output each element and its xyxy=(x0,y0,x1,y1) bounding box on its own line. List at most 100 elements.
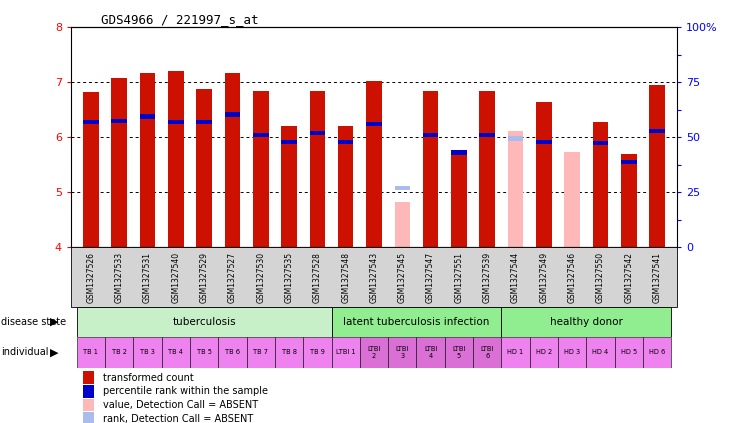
Bar xyxy=(218,337,247,368)
Text: TB 8: TB 8 xyxy=(281,349,296,355)
Bar xyxy=(83,371,94,384)
Text: HD 1: HD 1 xyxy=(507,349,524,355)
Text: rank, Detection Call = ABSENT: rank, Detection Call = ABSENT xyxy=(103,414,254,423)
Text: GSM1327528: GSM1327528 xyxy=(313,252,322,302)
Bar xyxy=(83,399,94,411)
Text: GDS4966 / 221997_s_at: GDS4966 / 221997_s_at xyxy=(102,14,259,26)
Bar xyxy=(281,126,297,247)
Text: TB 4: TB 4 xyxy=(168,349,183,355)
Text: GSM1327544: GSM1327544 xyxy=(511,252,520,302)
Text: HD 6: HD 6 xyxy=(649,349,665,355)
Bar xyxy=(586,337,615,368)
Bar xyxy=(367,81,381,247)
Bar xyxy=(615,337,643,368)
Text: ▶: ▶ xyxy=(50,317,59,327)
Bar xyxy=(367,121,381,126)
Bar xyxy=(388,337,417,368)
Bar xyxy=(417,337,445,368)
Bar xyxy=(83,412,94,423)
Bar xyxy=(140,73,156,247)
Bar xyxy=(303,337,331,368)
Bar xyxy=(111,78,127,247)
Text: GSM1327527: GSM1327527 xyxy=(228,252,237,302)
Text: HD 5: HD 5 xyxy=(621,349,637,355)
Text: GSM1327530: GSM1327530 xyxy=(257,252,266,302)
Bar xyxy=(423,91,438,247)
Bar xyxy=(621,160,637,165)
Bar xyxy=(479,91,495,247)
Text: GSM1327551: GSM1327551 xyxy=(455,252,464,302)
Bar xyxy=(105,337,133,368)
Bar xyxy=(310,91,325,247)
Text: GSM1327541: GSM1327541 xyxy=(652,252,662,302)
Bar xyxy=(83,92,99,247)
Text: TB 3: TB 3 xyxy=(140,349,155,355)
Bar xyxy=(83,120,99,124)
Text: LTBI
3: LTBI 3 xyxy=(396,346,409,359)
Text: tuberculosis: tuberculosis xyxy=(172,317,236,327)
Text: LTBI 1: LTBI 1 xyxy=(336,349,355,355)
Bar xyxy=(451,150,467,247)
Bar xyxy=(451,150,467,154)
Bar xyxy=(479,132,495,137)
Text: GSM1327548: GSM1327548 xyxy=(341,252,350,302)
Text: GSM1327529: GSM1327529 xyxy=(200,252,209,302)
Bar xyxy=(224,73,240,247)
Text: HD 4: HD 4 xyxy=(592,349,609,355)
Text: LTBI
2: LTBI 2 xyxy=(367,346,381,359)
Text: HD 3: HD 3 xyxy=(564,349,580,355)
Text: GSM1327539: GSM1327539 xyxy=(482,252,491,302)
Bar xyxy=(310,131,325,135)
Bar xyxy=(338,140,354,144)
Bar xyxy=(621,154,637,247)
Bar xyxy=(592,122,608,247)
Text: TB 5: TB 5 xyxy=(197,349,212,355)
Text: GSM1327526: GSM1327526 xyxy=(86,252,96,302)
Text: GSM1327533: GSM1327533 xyxy=(114,252,123,302)
Text: GSM1327549: GSM1327549 xyxy=(539,252,548,302)
Bar xyxy=(162,337,190,368)
Text: HD 2: HD 2 xyxy=(536,349,552,355)
Text: transformed count: transformed count xyxy=(103,373,194,382)
Text: LTBI
5: LTBI 5 xyxy=(453,346,465,359)
Text: TB 9: TB 9 xyxy=(310,349,325,355)
Text: GSM1327547: GSM1327547 xyxy=(426,252,435,302)
Bar xyxy=(394,202,410,247)
Text: GSM1327543: GSM1327543 xyxy=(370,252,378,302)
Bar xyxy=(133,337,162,368)
Bar xyxy=(536,140,552,144)
Bar xyxy=(111,119,127,123)
Bar xyxy=(473,337,501,368)
Bar xyxy=(536,102,552,247)
Text: GSM1327535: GSM1327535 xyxy=(284,252,293,302)
Bar xyxy=(275,337,303,368)
Text: latent tuberculosis infection: latent tuberculosis infection xyxy=(343,317,490,327)
Bar xyxy=(253,132,269,137)
Bar xyxy=(501,337,530,368)
Text: TB 1: TB 1 xyxy=(84,349,98,355)
Text: TB 6: TB 6 xyxy=(225,349,240,355)
Bar xyxy=(83,385,94,398)
Bar xyxy=(501,307,671,337)
Text: individual: individual xyxy=(1,347,49,357)
Bar xyxy=(423,132,438,137)
Text: GSM1327546: GSM1327546 xyxy=(568,252,577,302)
Bar xyxy=(77,337,105,368)
Bar xyxy=(360,337,388,368)
Bar xyxy=(253,91,269,247)
Bar xyxy=(331,337,360,368)
Text: value, Detection Call = ABSENT: value, Detection Call = ABSENT xyxy=(103,400,258,410)
Text: GSM1327545: GSM1327545 xyxy=(398,252,407,302)
Text: TB 7: TB 7 xyxy=(254,349,269,355)
Text: GSM1327550: GSM1327550 xyxy=(596,252,605,302)
Text: LTBI
4: LTBI 4 xyxy=(424,346,438,359)
Bar xyxy=(168,71,183,247)
Bar xyxy=(247,337,275,368)
Bar xyxy=(77,307,331,337)
Text: percentile rank within the sample: percentile rank within the sample xyxy=(103,387,269,396)
Bar xyxy=(190,337,218,368)
Bar xyxy=(331,307,501,337)
Bar xyxy=(338,126,354,247)
Text: TB 2: TB 2 xyxy=(111,349,126,355)
Bar xyxy=(445,337,473,368)
